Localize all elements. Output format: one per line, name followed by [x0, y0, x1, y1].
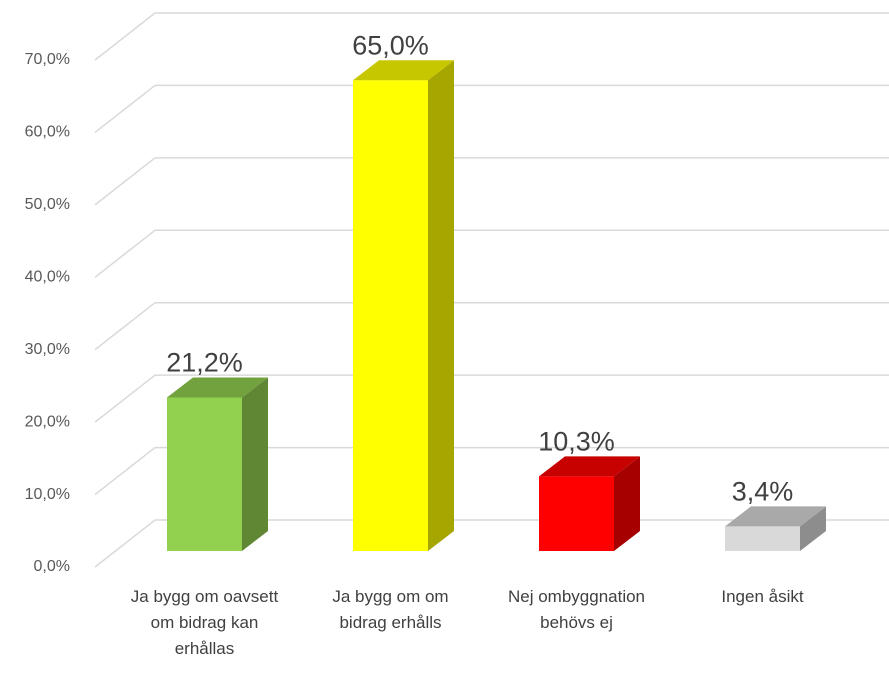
bar-top — [725, 506, 826, 527]
x-tick-label: Ingen åsikt — [721, 587, 804, 606]
y-tick-label: 30,0% — [25, 341, 70, 358]
bar-top — [167, 377, 268, 398]
value-label: 21,2% — [166, 348, 243, 378]
value-label: 65,0% — [352, 30, 429, 60]
x-tick-label: Ja bygg om oavsett om bidrag kan erhålla… — [130, 587, 279, 658]
bar-side — [614, 456, 640, 551]
grid-line-side — [94, 157, 156, 206]
y-tick-label: 60,0% — [25, 124, 70, 141]
value-label: 10,3% — [538, 427, 615, 457]
y-tick-label: 10,0% — [25, 486, 70, 503]
y-tick-label: 70,0% — [25, 51, 70, 68]
grid-line-side — [94, 84, 156, 134]
bar-side — [242, 377, 268, 551]
bar-side — [428, 60, 454, 551]
bar-top — [539, 456, 640, 477]
y-tick-label: 0,0% — [34, 558, 70, 575]
grid-line-side — [94, 229, 156, 278]
bar-front — [539, 476, 614, 551]
grid-line-side — [94, 302, 156, 351]
bar-top — [353, 60, 454, 81]
grid-line-side — [94, 519, 156, 568]
bar-side — [800, 506, 826, 551]
bar-front — [167, 397, 242, 551]
grid-line-side — [94, 446, 156, 496]
y-tick-label: 20,0% — [25, 413, 70, 430]
grid-line-side — [94, 374, 156, 423]
x-tick-label: Nej ombyggnation behövs ej — [507, 587, 646, 632]
y-tick-label: 50,0% — [25, 196, 70, 213]
grid-line-side — [94, 12, 156, 61]
x-tick-label: Ja bygg om om bidrag erhålls — [332, 587, 449, 632]
value-label: 3,4% — [732, 476, 794, 506]
y-tick-label: 40,0% — [25, 269, 70, 286]
bar-front — [353, 80, 428, 551]
bar-front — [725, 526, 800, 551]
